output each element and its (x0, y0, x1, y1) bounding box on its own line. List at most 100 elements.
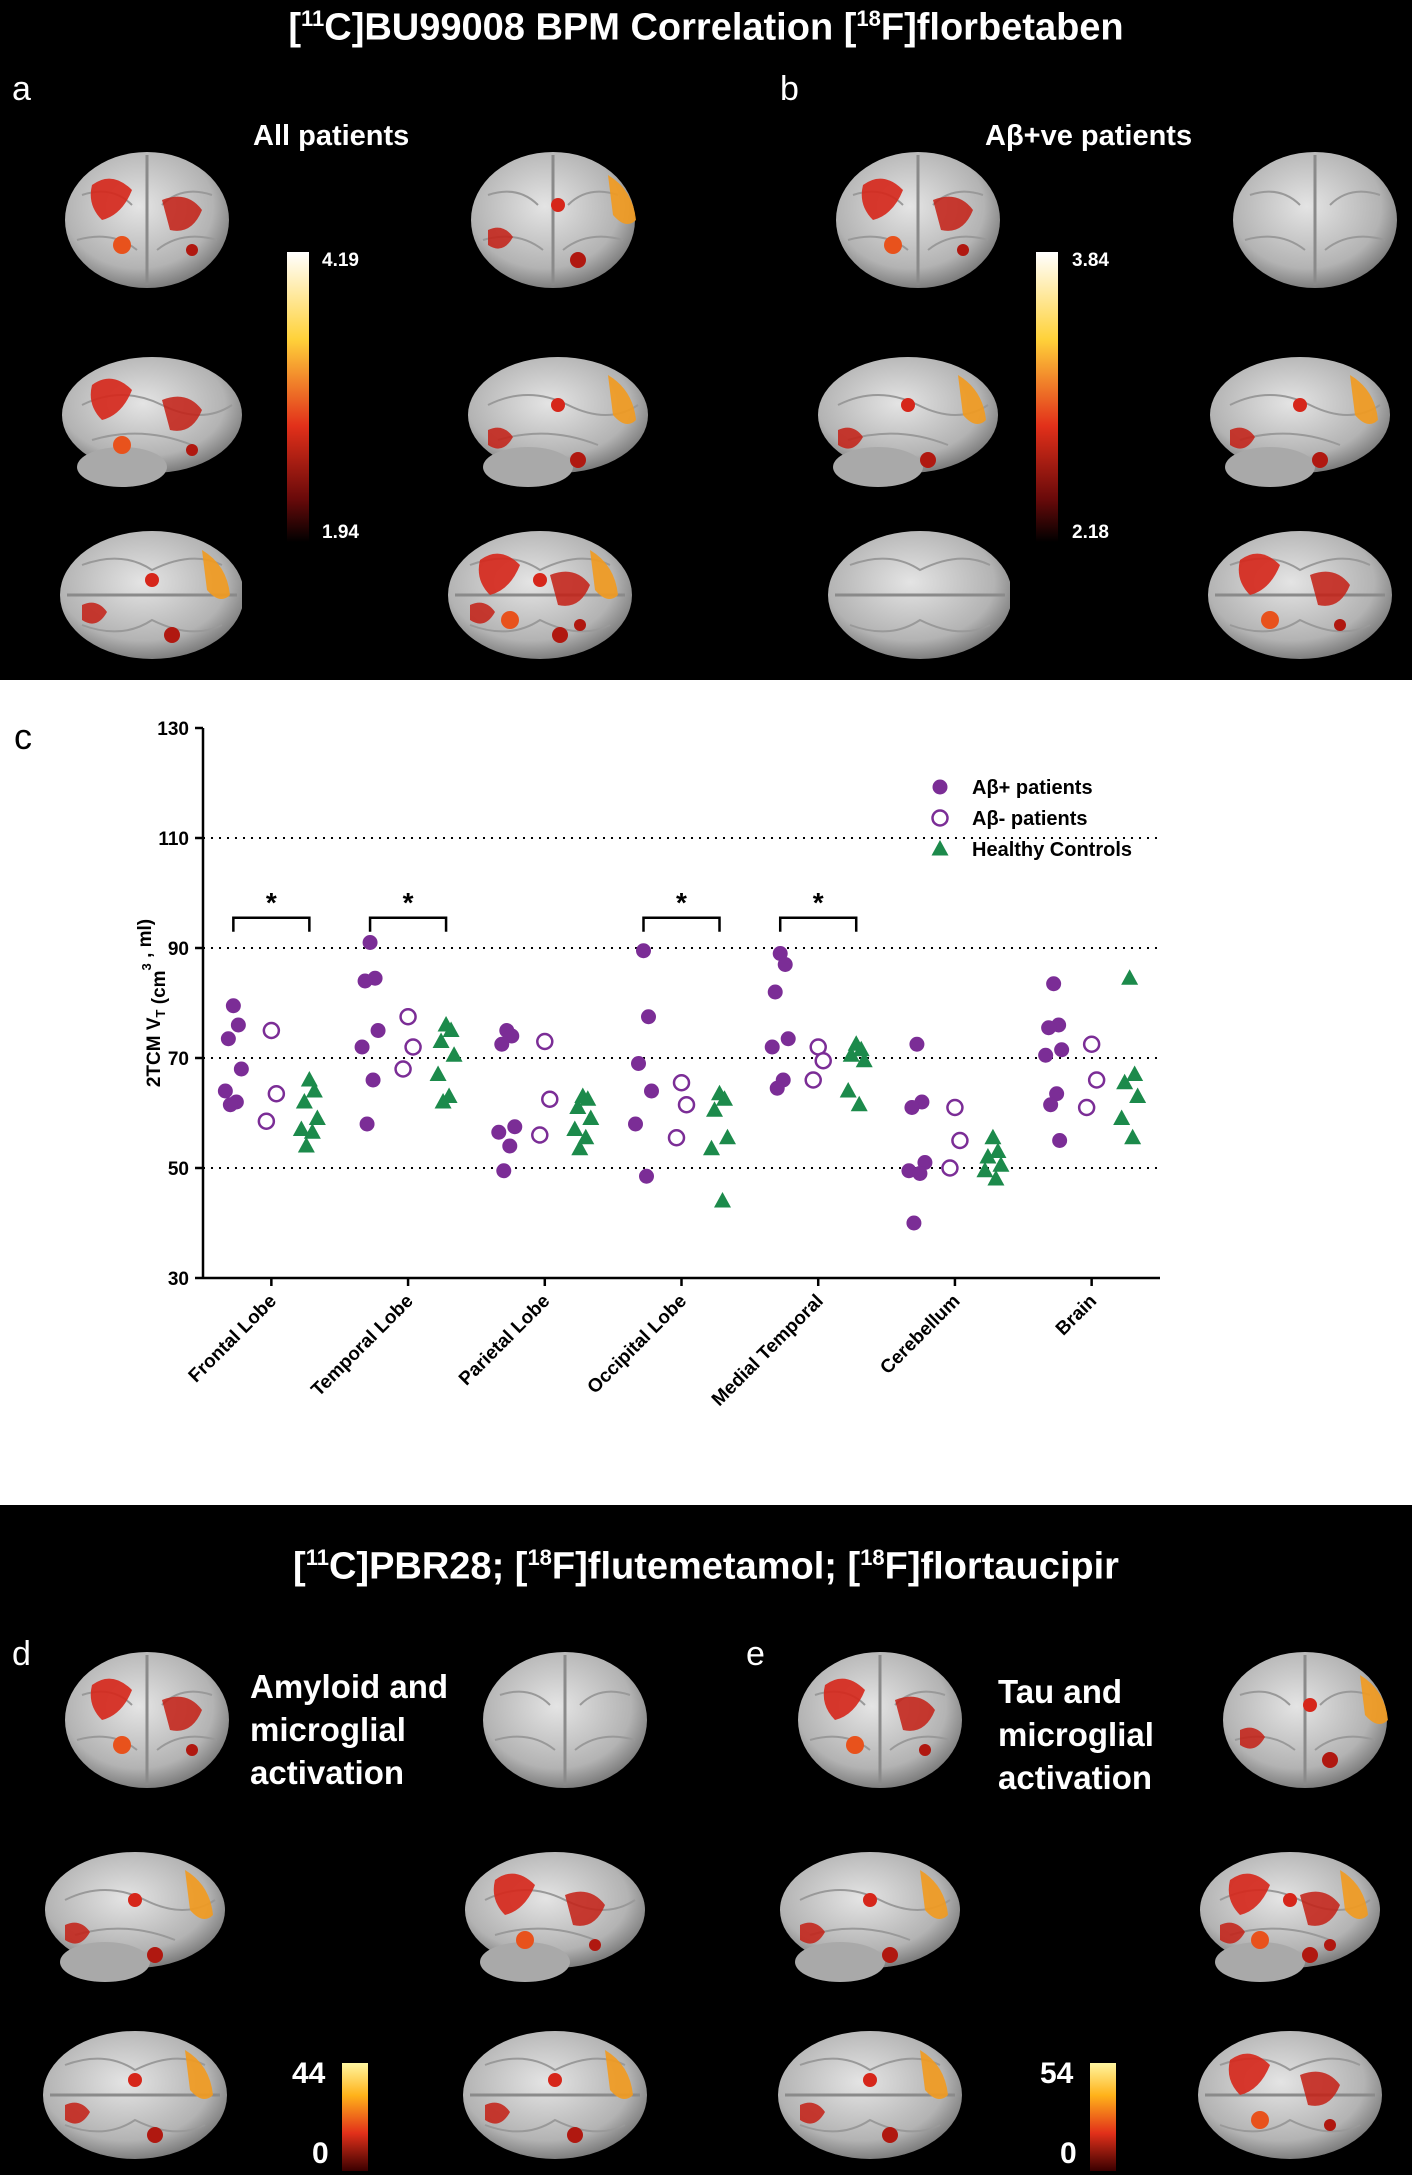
data-point-healthy-control (1129, 1087, 1147, 1103)
y-axis-label-part: (cm (149, 970, 170, 1009)
y-axis-label-part: 2TCM V (144, 1017, 165, 1087)
bottom-title-part: C]PBR28; [ (328, 1545, 528, 1588)
data-point-abeta-negative (951, 1131, 969, 1150)
panel-a-scale-max: 4.19 (322, 250, 359, 271)
brain-render-b-top (1206, 529, 1394, 661)
panel-b-colorbar (1036, 252, 1058, 542)
brain-render-a-top (446, 529, 634, 661)
data-point-healthy-control (303, 1123, 321, 1139)
panel-e-label-line: Tau and (998, 1673, 1123, 1710)
x-tick-label: Medial Temporal (708, 1291, 828, 1411)
data-point-abeta-positive (362, 935, 378, 950)
panel-e-colorbar (1090, 2063, 1116, 2171)
data-point-abeta-negative (814, 1052, 832, 1070)
data-point-abeta-negative (1082, 1035, 1101, 1053)
scatter-chart-c: 30 50 70 90 110 130 Frontal Lobe Temporal Lobe P… (135, 719, 1160, 1411)
brain-render-a-bottom (58, 529, 242, 661)
data-point-healthy-control (987, 1170, 1005, 1186)
data-point-abeta-positive (641, 1009, 656, 1025)
chart-significance-brackets: * * * * (232, 887, 858, 932)
bottom-title-sup: 18 (527, 1545, 552, 1570)
data-point-abeta-positive (636, 943, 651, 959)
chart-legend: Aβ+ patients Aβ- patients Healthy Controls (931, 777, 1132, 861)
data-point-healthy-control (434, 1093, 452, 1109)
data-point-healthy-control (850, 1095, 868, 1112)
data-point-abeta-positive (1054, 1042, 1070, 1058)
significance-bracket (642, 916, 721, 932)
x-tick-label: Parietal Lobe (455, 1291, 554, 1390)
y-tick-label: 70 (168, 1049, 189, 1070)
bottom-title: [11C]PBR28; [18F]flutemetamol; [18F]flor… (0, 1545, 1412, 1589)
significance-bracket (368, 916, 448, 932)
brain-render-d-right (464, 1851, 646, 1983)
top-title: [11C]BU99008 BPM Correlation [18F]florbe… (0, 6, 1412, 50)
panel-d-label: Amyloid and microglial activation (250, 1665, 448, 1794)
data-point-abeta-negative (667, 1129, 686, 1147)
top-title-part: [ (288, 6, 301, 49)
panel-e-scale-max: 54 (1040, 2057, 1074, 2090)
data-point-healthy-control (297, 1137, 315, 1153)
data-point-healthy-control (842, 1046, 860, 1062)
panel-b-scale-max: 3.84 (1072, 250, 1109, 271)
data-point-abeta-positive (230, 1017, 246, 1033)
bottom-title-sup: 18 (860, 1545, 885, 1570)
y-tick-label: 130 (157, 719, 189, 740)
panel-a-colorbar (287, 252, 309, 542)
panel-b-letter: b (780, 70, 799, 108)
data-point-healthy-control (1126, 1065, 1144, 1081)
panel-d-scale-min: 0 (312, 2137, 329, 2170)
panel-e-label-line: microglial (998, 1716, 1154, 1753)
data-point-healthy-control (305, 1082, 323, 1098)
significance-star: * (266, 887, 277, 918)
brain-render-b-front (834, 150, 1002, 290)
panel-a-label: All patients (253, 120, 410, 152)
data-point-abeta-positive (1041, 1020, 1057, 1036)
data-point-healthy-control (308, 1109, 326, 1125)
data-point-abeta-positive (502, 1138, 518, 1154)
data-point-healthy-control (569, 1098, 587, 1114)
brain-render-d-front (63, 1650, 231, 1790)
data-point-abeta-negative (672, 1074, 691, 1092)
data-point-abeta-positive (644, 1083, 659, 1099)
data-point-abeta-negative (941, 1159, 959, 1177)
brain-render-d-top (461, 2029, 649, 2161)
data-point-healthy-control (703, 1139, 720, 1156)
panel-d-label-line: activation (250, 1754, 405, 1791)
brain-render-a-back (469, 150, 637, 290)
data-point-abeta-negative (531, 1126, 549, 1144)
data-point-abeta-positive (769, 1080, 785, 1096)
brain-render-d-bottom (41, 2029, 229, 2161)
data-point-abeta-positive (1038, 1047, 1054, 1063)
data-point-abeta-positive (357, 973, 373, 989)
legend-label: Healthy Controls (972, 839, 1132, 861)
top-figure-panel: [11C]BU99008 BPM Correlation [18F]florbe… (0, 0, 1412, 680)
data-point-abeta-positive (631, 1056, 646, 1071)
data-point-healthy-control (931, 840, 949, 856)
data-point-abeta-negative (399, 1008, 417, 1026)
data-point-healthy-control (984, 1128, 1002, 1145)
data-point-healthy-control (1113, 1109, 1131, 1125)
significance-star: * (813, 887, 824, 918)
y-tick-label: 110 (158, 829, 189, 850)
brain-render-a-front (63, 150, 231, 290)
chart-points (217, 935, 1147, 1231)
panel-c-letter: c (14, 716, 32, 757)
data-point-healthy-control (292, 1120, 310, 1136)
data-point-abeta-positive (909, 1036, 925, 1052)
legend-label: Aβ- patients (972, 808, 1088, 830)
data-point-abeta-positive (1046, 976, 1062, 992)
y-axis-label: 2TCM VT (cm3 , ml) (135, 919, 170, 1087)
data-point-abeta-positive (1049, 1086, 1065, 1102)
data-point-abeta-positive (370, 1023, 386, 1038)
data-point-abeta-negative (1087, 1071, 1106, 1089)
y-tick-label: 30 (168, 1269, 189, 1290)
data-point-healthy-control (716, 1090, 733, 1106)
brain-render-b-left (817, 356, 998, 488)
data-point-abeta-positive (906, 1215, 922, 1231)
data-point-healthy-control (714, 1192, 731, 1208)
data-point-healthy-control (300, 1071, 318, 1087)
panel-b-label: Aβ+ve patients (985, 120, 1193, 152)
data-point-healthy-control (719, 1128, 736, 1145)
data-point-abeta-negative (257, 1112, 276, 1130)
panel-e-scale-min: 0 (1060, 2137, 1077, 2170)
